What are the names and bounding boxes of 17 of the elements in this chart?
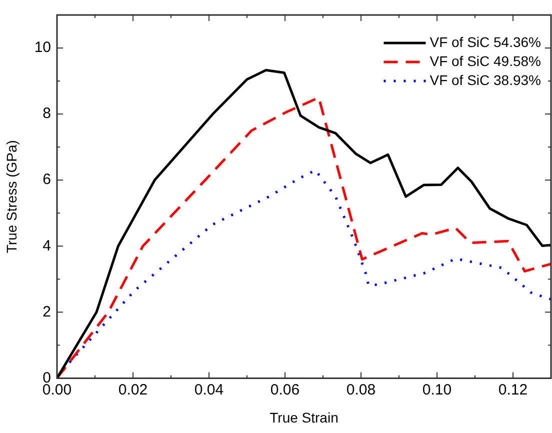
y-tick-label: 4 bbox=[42, 237, 51, 254]
y-tick-label: 8 bbox=[42, 105, 51, 122]
y-tick-label: 2 bbox=[42, 303, 51, 320]
y-tick-label: 10 bbox=[34, 39, 51, 56]
x-tick-label: 0.04 bbox=[194, 381, 224, 398]
y-tick-label: 6 bbox=[42, 171, 51, 188]
x-tick-label: 0.02 bbox=[118, 381, 148, 398]
legend-label: VF of SiC 38.93% bbox=[430, 72, 542, 88]
legend-label: VF of SiC 49.58% bbox=[430, 52, 542, 69]
x-tick-label: 0.12 bbox=[498, 381, 528, 398]
legend-label: VF of SiC 54.36% bbox=[430, 34, 542, 50]
x-tick-label: 0.00 bbox=[42, 381, 72, 398]
x-tick-label: 0.06 bbox=[270, 381, 300, 398]
x-axis-title: True Strain bbox=[270, 409, 338, 426]
y-axis-title: True Stress (GPa) bbox=[3, 140, 20, 254]
x-tick-label: 0.08 bbox=[346, 381, 376, 398]
x-tick-label: 0.10 bbox=[422, 381, 452, 398]
